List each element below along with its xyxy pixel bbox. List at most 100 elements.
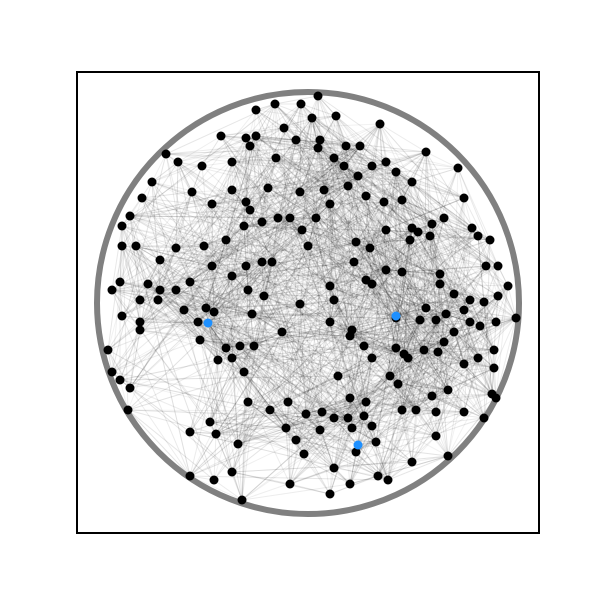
- graph-edge: [287, 401, 297, 441]
- graph-edge: [333, 415, 365, 469]
- graph-edge: [231, 357, 465, 365]
- graph-edge: [274, 103, 319, 149]
- graph-edge: [247, 319, 421, 403]
- graph-node: [473, 353, 483, 363]
- graph-edge: [371, 425, 413, 463]
- graph-edge: [277, 123, 381, 219]
- graph-edge: [271, 261, 331, 323]
- graph-edge: [241, 429, 321, 501]
- graph-edge: [281, 299, 335, 333]
- graph-edge: [287, 401, 305, 455]
- graph-edge: [231, 161, 345, 167]
- graph-node: [221, 343, 231, 353]
- graph-edge: [299, 303, 307, 415]
- graph-edge: [383, 201, 493, 395]
- graph-edge: [477, 235, 499, 267]
- graph-edge: [211, 137, 247, 267]
- graph-edge: [267, 145, 361, 189]
- graph-edge: [319, 429, 357, 453]
- graph-edge: [317, 95, 417, 411]
- graph-edge: [353, 239, 411, 263]
- graph-edge: [121, 245, 263, 263]
- graph-edge: [431, 395, 465, 413]
- graph-edge: [217, 229, 387, 361]
- graph-edge: [333, 417, 389, 481]
- graph-edge: [209, 229, 303, 423]
- graph-edge: [371, 383, 399, 427]
- graph-edge: [267, 185, 349, 189]
- graph-edge: [287, 375, 339, 403]
- graph-edge: [231, 145, 251, 359]
- graph-edge: [189, 265, 247, 283]
- graph-edge: [351, 123, 381, 331]
- graph-edge: [377, 321, 471, 477]
- graph-edge: [395, 341, 445, 349]
- graph-node: [431, 407, 441, 417]
- graph-edge: [247, 289, 335, 301]
- graph-edge: [363, 171, 397, 417]
- graph-edge: [411, 167, 459, 183]
- graph-node: [205, 417, 215, 427]
- graph-edge: [205, 201, 385, 309]
- graph-edge: [201, 165, 213, 267]
- graph-edge: [189, 145, 361, 283]
- graph-edge: [129, 215, 227, 241]
- graph-edge: [151, 181, 331, 495]
- graph-node: [399, 349, 409, 359]
- graph-node: [381, 265, 391, 275]
- graph-edge: [277, 217, 355, 263]
- graph-edge: [375, 293, 455, 443]
- graph-edge: [403, 319, 421, 355]
- graph-edge: [295, 417, 485, 441]
- graph-edge: [337, 375, 389, 481]
- graph-edge: [355, 227, 413, 243]
- graph-edge: [343, 165, 441, 285]
- graph-edge: [493, 349, 497, 399]
- graph-edge: [225, 239, 403, 411]
- graph-edge: [251, 313, 353, 331]
- graph-edge: [231, 461, 413, 473]
- graph-edge: [243, 289, 249, 373]
- graph-edge: [275, 157, 365, 347]
- graph-edge: [347, 357, 409, 419]
- graph-node: [415, 315, 425, 325]
- graph-edge: [231, 443, 239, 473]
- graph-edge: [437, 351, 465, 413]
- graph-edge: [295, 415, 365, 441]
- graph-edge: [411, 151, 427, 183]
- graph-node: [491, 393, 501, 403]
- graph-edge: [389, 347, 397, 377]
- graph-edge: [183, 197, 465, 311]
- graph-node: [397, 405, 407, 415]
- graph-edge: [329, 123, 381, 205]
- graph-edge: [215, 433, 357, 453]
- graph-edge: [285, 389, 449, 429]
- graph-edge: [333, 299, 365, 347]
- graph-edge: [423, 151, 427, 351]
- graph-edge: [301, 229, 397, 317]
- graph-edge: [159, 239, 411, 261]
- graph-edge: [333, 145, 361, 159]
- graph-edge: [151, 181, 441, 275]
- graph-edge: [349, 335, 397, 349]
- graph-edge: [333, 157, 447, 315]
- graph-node: [443, 385, 453, 395]
- graph-edge: [159, 259, 233, 277]
- graph-node: [207, 199, 217, 209]
- graph-edge: [295, 417, 335, 441]
- graph-edge: [139, 223, 433, 301]
- graph-edge: [139, 309, 185, 331]
- graph-edge: [305, 413, 335, 469]
- graph-edge: [425, 293, 455, 309]
- graph-edge: [349, 357, 409, 399]
- graph-edge: [369, 201, 385, 249]
- graph-edge: [107, 349, 121, 381]
- graph-edge: [337, 335, 351, 377]
- graph-edge: [225, 239, 247, 267]
- graph-edge: [295, 117, 313, 141]
- graph-edge: [329, 279, 367, 323]
- graph-edge: [191, 189, 233, 193]
- graph-edge: [207, 245, 309, 324]
- graph-edge: [111, 289, 141, 301]
- graph-edge: [299, 191, 317, 219]
